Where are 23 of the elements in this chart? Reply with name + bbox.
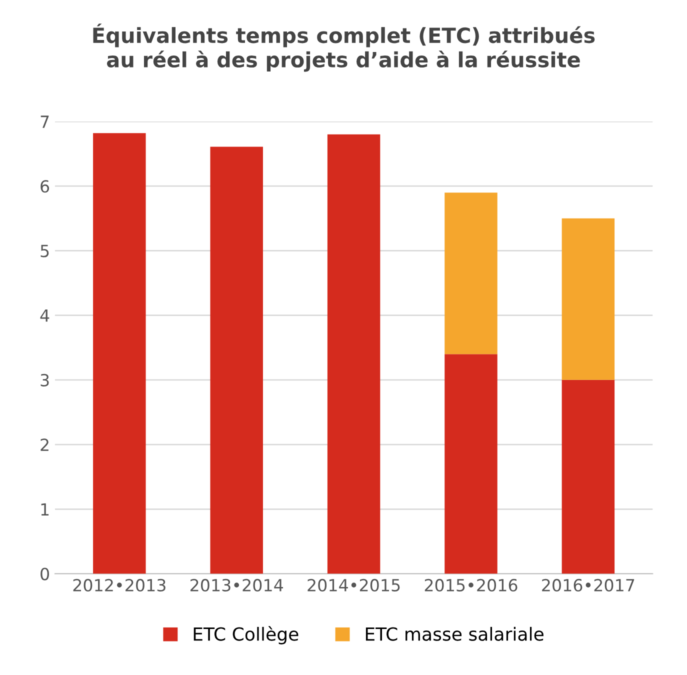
bar bbox=[444, 354, 498, 574]
x-tick-label: 2016•2017 bbox=[542, 578, 634, 592]
x-tick-label: 2013•2014 bbox=[190, 578, 284, 592]
bar bbox=[210, 146, 263, 574]
y-tick-label: 0 bbox=[40, 568, 49, 580]
x-tick-label: 2014•2015 bbox=[308, 578, 400, 592]
x-tick-label: 2012•2013 bbox=[73, 578, 166, 592]
y-tick-label: 6 bbox=[40, 180, 50, 193]
y-tick-label: 5 bbox=[40, 244, 49, 258]
bar bbox=[562, 380, 615, 574]
y-tick-label: 4 bbox=[40, 310, 50, 322]
y-tick-label: 3 bbox=[40, 374, 49, 386]
bar bbox=[93, 133, 146, 574]
y-tick-label: 7 bbox=[40, 116, 49, 128]
chart-title: Équivalents temps complet (ETC) attribués au réel à des projets d’aide à la réussite bbox=[93, 24, 595, 72]
y-tick-label: 2 bbox=[40, 438, 48, 451]
bar bbox=[562, 218, 615, 380]
legend-label: ETC masse salariale bbox=[366, 626, 544, 641]
x-tick-label: 2015•2016 bbox=[424, 578, 518, 592]
legend-label: ETC Collège bbox=[194, 626, 298, 644]
bar bbox=[444, 192, 498, 354]
y-tick-label: 1 bbox=[41, 503, 49, 516]
bar bbox=[327, 134, 380, 574]
